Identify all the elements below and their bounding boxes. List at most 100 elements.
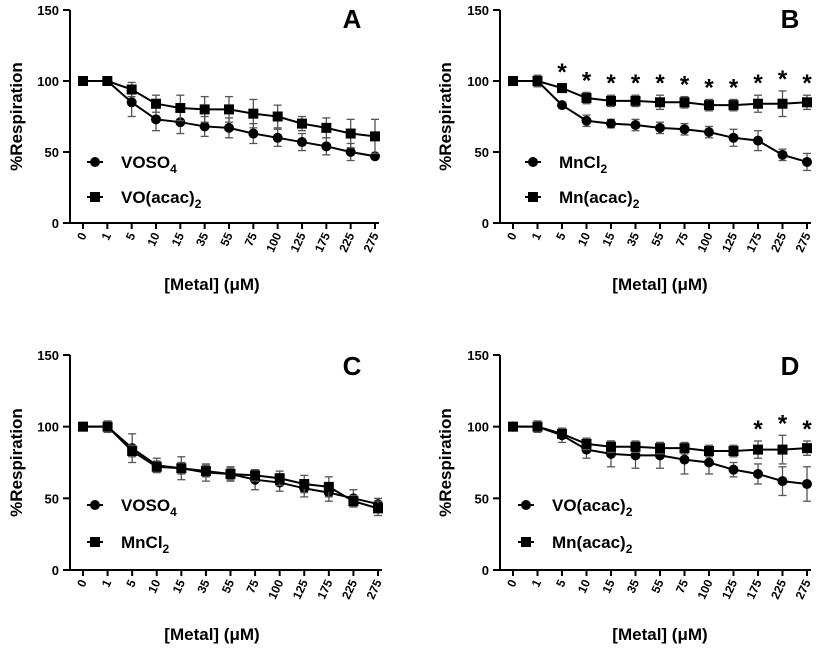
x-tick-label: 0: [74, 230, 90, 242]
legend-label-subscript: 2: [195, 197, 202, 211]
circle-marker: [728, 132, 739, 143]
legend-label: VOSO4: [121, 496, 177, 519]
circle-marker: [248, 128, 259, 139]
legend-circle-marker: [528, 157, 538, 167]
square-marker: [630, 95, 641, 106]
legend-label: VOSO4: [121, 153, 177, 176]
y-tick-label: 150: [37, 3, 59, 18]
x-tick-label: 0: [74, 577, 90, 589]
x-tick-label: 100: [263, 230, 284, 254]
x-tick-label: 35: [193, 230, 211, 248]
x-axis-label: [Metal] (μM): [612, 625, 707, 644]
x-tick-label: 35: [624, 577, 642, 595]
square-marker: [225, 468, 236, 479]
square-marker: [581, 93, 592, 104]
x-tick-label: 55: [217, 230, 235, 248]
square-marker: [532, 76, 543, 86]
square-marker: [606, 95, 616, 106]
square-marker: [630, 441, 641, 452]
panel-letter: B: [781, 4, 800, 34]
square-marker: [250, 470, 261, 481]
significance-marker: *: [753, 416, 763, 443]
circle-marker: [151, 114, 161, 125]
legend-square-marker: [528, 192, 538, 202]
square-marker: [274, 473, 285, 484]
x-tick-label: 0: [504, 230, 520, 242]
x-tick-label: 15: [170, 577, 188, 595]
y-tick-label: 150: [37, 348, 59, 363]
square-marker: [557, 428, 567, 439]
x-tick-label: 10: [145, 577, 163, 595]
square-marker: [655, 97, 665, 108]
legend-label-main: VO(acac): [552, 496, 626, 515]
x-tick-label: 55: [219, 577, 237, 595]
square-marker: [704, 100, 714, 111]
square-marker: [753, 98, 763, 109]
x-tick-label: 75: [673, 230, 691, 248]
legend-label-subscript: 2: [626, 542, 633, 556]
x-tick-label: 275: [793, 577, 814, 601]
significance-marker: *: [802, 70, 812, 97]
square-marker: [248, 108, 259, 119]
square-marker: [373, 503, 383, 514]
square-marker: [175, 102, 186, 113]
legend-circle-marker: [90, 500, 100, 510]
x-tick-label: 225: [339, 577, 360, 601]
x-tick-label: 5: [123, 577, 139, 589]
square-marker: [728, 100, 739, 111]
circle-marker: [728, 464, 739, 475]
y-tick-label: 0: [52, 216, 59, 231]
x-tick-label: 1: [529, 230, 545, 242]
legend-square-marker: [90, 192, 100, 202]
x-tick-label: 175: [744, 230, 765, 254]
x-tick-label: 125: [288, 230, 309, 254]
circle-marker: [321, 141, 332, 152]
legend-label-subscript: 2: [633, 197, 640, 211]
legend-label: MnCl2: [121, 533, 170, 556]
square-marker: [728, 446, 739, 457]
square-marker: [102, 421, 113, 432]
legend-label-main: VOSO: [121, 496, 170, 515]
legend-label: VO(acac)2: [121, 188, 202, 211]
legend-label-subscript: 2: [601, 162, 608, 176]
x-axis-label: [Metal] (μM): [164, 275, 259, 294]
x-tick-label: 35: [194, 577, 212, 595]
x-tick-label: 1: [99, 230, 115, 242]
legend-label-subscript: 4: [170, 505, 177, 519]
square-marker: [199, 104, 210, 115]
square-marker: [126, 84, 137, 95]
legend-circle-marker: [90, 157, 100, 167]
y-tick-label: 100: [37, 74, 59, 89]
y-tick-label: 150: [467, 348, 489, 363]
square-marker: [508, 421, 518, 432]
x-tick-label: 275: [793, 230, 814, 254]
circle-marker: [606, 118, 616, 129]
x-tick-label: 125: [719, 230, 740, 254]
x-tick-label: 125: [719, 577, 740, 601]
square-marker: [78, 76, 88, 86]
square-marker: [802, 97, 812, 108]
square-marker: [777, 98, 788, 109]
series-2: [508, 74, 812, 118]
square-marker: [78, 421, 88, 432]
significance-marker: *: [704, 74, 714, 101]
legend-entry-1: VO(acac)2: [518, 496, 633, 519]
y-tick-label: 100: [467, 420, 489, 435]
square-marker: [200, 466, 211, 477]
circle-marker: [224, 122, 234, 133]
x-tick-label: 1: [529, 577, 545, 589]
y-axis-label: %Respiration: [436, 408, 455, 517]
legend-entry-1: MnCl2: [525, 153, 608, 176]
square-marker: [581, 438, 592, 449]
circle-marker: [297, 137, 307, 148]
circle-marker: [777, 476, 788, 487]
x-tick-label: 275: [364, 577, 385, 601]
circle-marker: [777, 149, 788, 160]
square-marker: [508, 76, 518, 86]
circle-marker: [655, 122, 665, 133]
legend-label-subscript: 2: [163, 542, 170, 556]
significance-marker: *: [753, 70, 763, 97]
legend-label-main: MnCl: [121, 533, 163, 552]
circle-marker: [581, 115, 592, 126]
